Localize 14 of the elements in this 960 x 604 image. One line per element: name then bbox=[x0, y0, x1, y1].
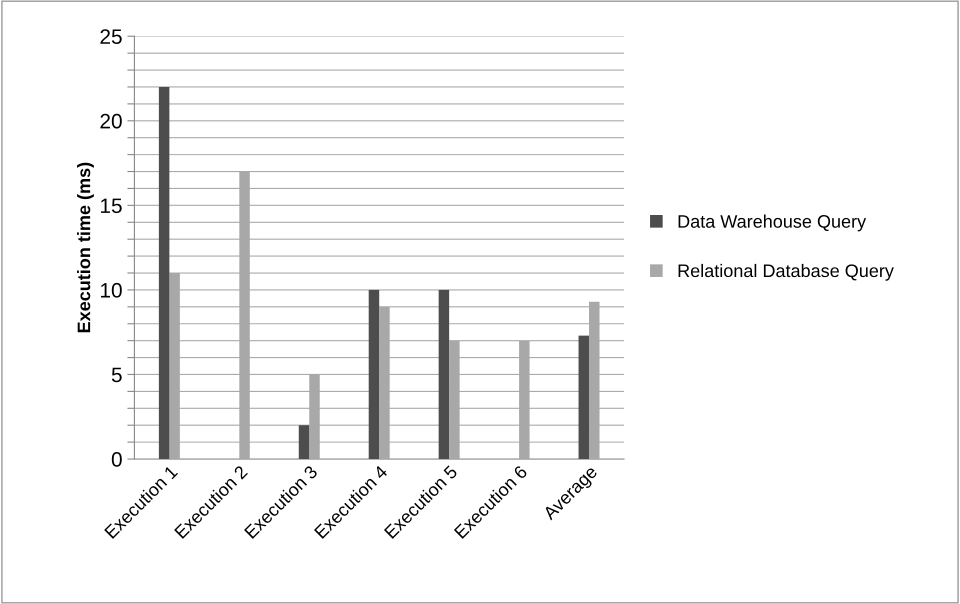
bar bbox=[298, 425, 310, 460]
y-tick-label: 0 bbox=[112, 452, 122, 467]
y-tick-label: 10 bbox=[101, 282, 122, 298]
legend-label: Data Warehouse Query bbox=[678, 214, 866, 232]
y-tick-label: 25 bbox=[100, 29, 122, 44]
bar bbox=[368, 290, 380, 460]
y-axis-title: Execution time (ms) bbox=[77, 162, 94, 332]
y-tick-label: 5 bbox=[112, 368, 122, 382]
bar bbox=[438, 290, 450, 460]
bar bbox=[158, 86, 170, 460]
bar bbox=[578, 336, 590, 460]
legend-label: Relational Database Query bbox=[678, 264, 894, 281]
y-tick-label: 15 bbox=[101, 198, 122, 214]
y-tick-label: 20 bbox=[100, 114, 122, 129]
